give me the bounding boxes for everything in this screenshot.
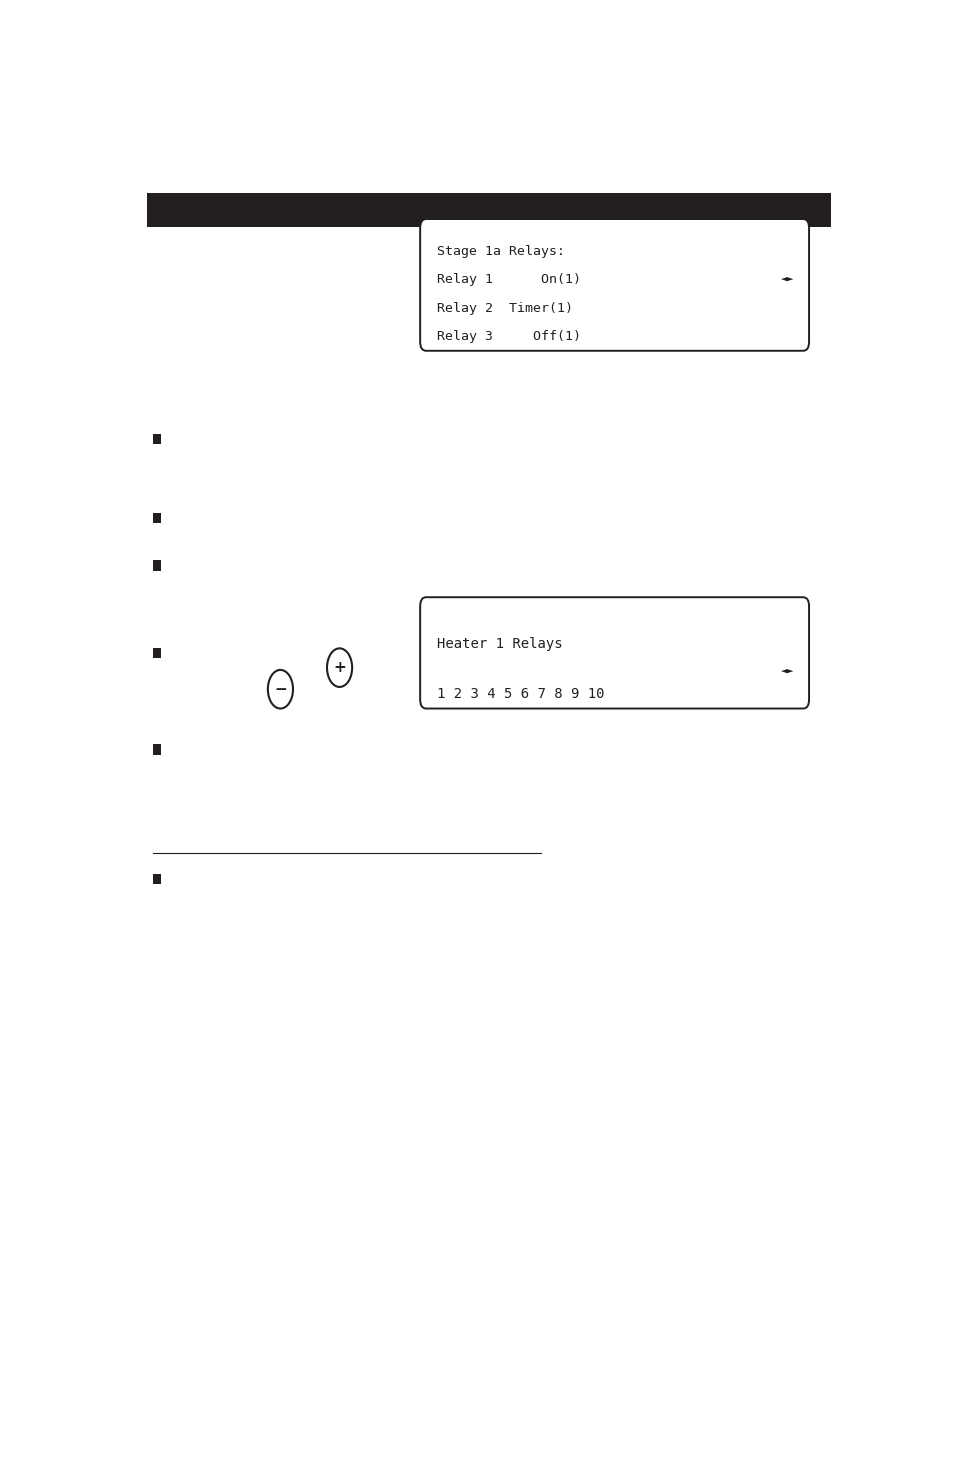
Text: 1 2 3 4 5 6 7 8 9 10: 1 2 3 4 5 6 7 8 9 10 — [436, 687, 604, 701]
Text: Relay 2  Timer(1): Relay 2 Timer(1) — [436, 302, 573, 314]
FancyBboxPatch shape — [153, 513, 161, 522]
Text: ◄►: ◄► — [780, 667, 794, 677]
FancyBboxPatch shape — [147, 193, 830, 227]
Text: Heater 1 Relays: Heater 1 Relays — [436, 637, 562, 650]
FancyBboxPatch shape — [153, 434, 161, 444]
FancyBboxPatch shape — [419, 597, 808, 708]
FancyBboxPatch shape — [153, 745, 161, 755]
Text: Relay 1      On(1): Relay 1 On(1) — [436, 273, 580, 286]
FancyBboxPatch shape — [153, 873, 161, 884]
FancyBboxPatch shape — [153, 560, 161, 571]
Text: Stage 1a Relays:: Stage 1a Relays: — [436, 245, 564, 258]
FancyBboxPatch shape — [153, 648, 161, 658]
Text: ◄►: ◄► — [780, 274, 794, 285]
Text: −: − — [274, 681, 287, 696]
Text: Relay 3     Off(1): Relay 3 Off(1) — [436, 330, 580, 344]
FancyBboxPatch shape — [419, 218, 808, 351]
Text: +: + — [333, 661, 346, 676]
